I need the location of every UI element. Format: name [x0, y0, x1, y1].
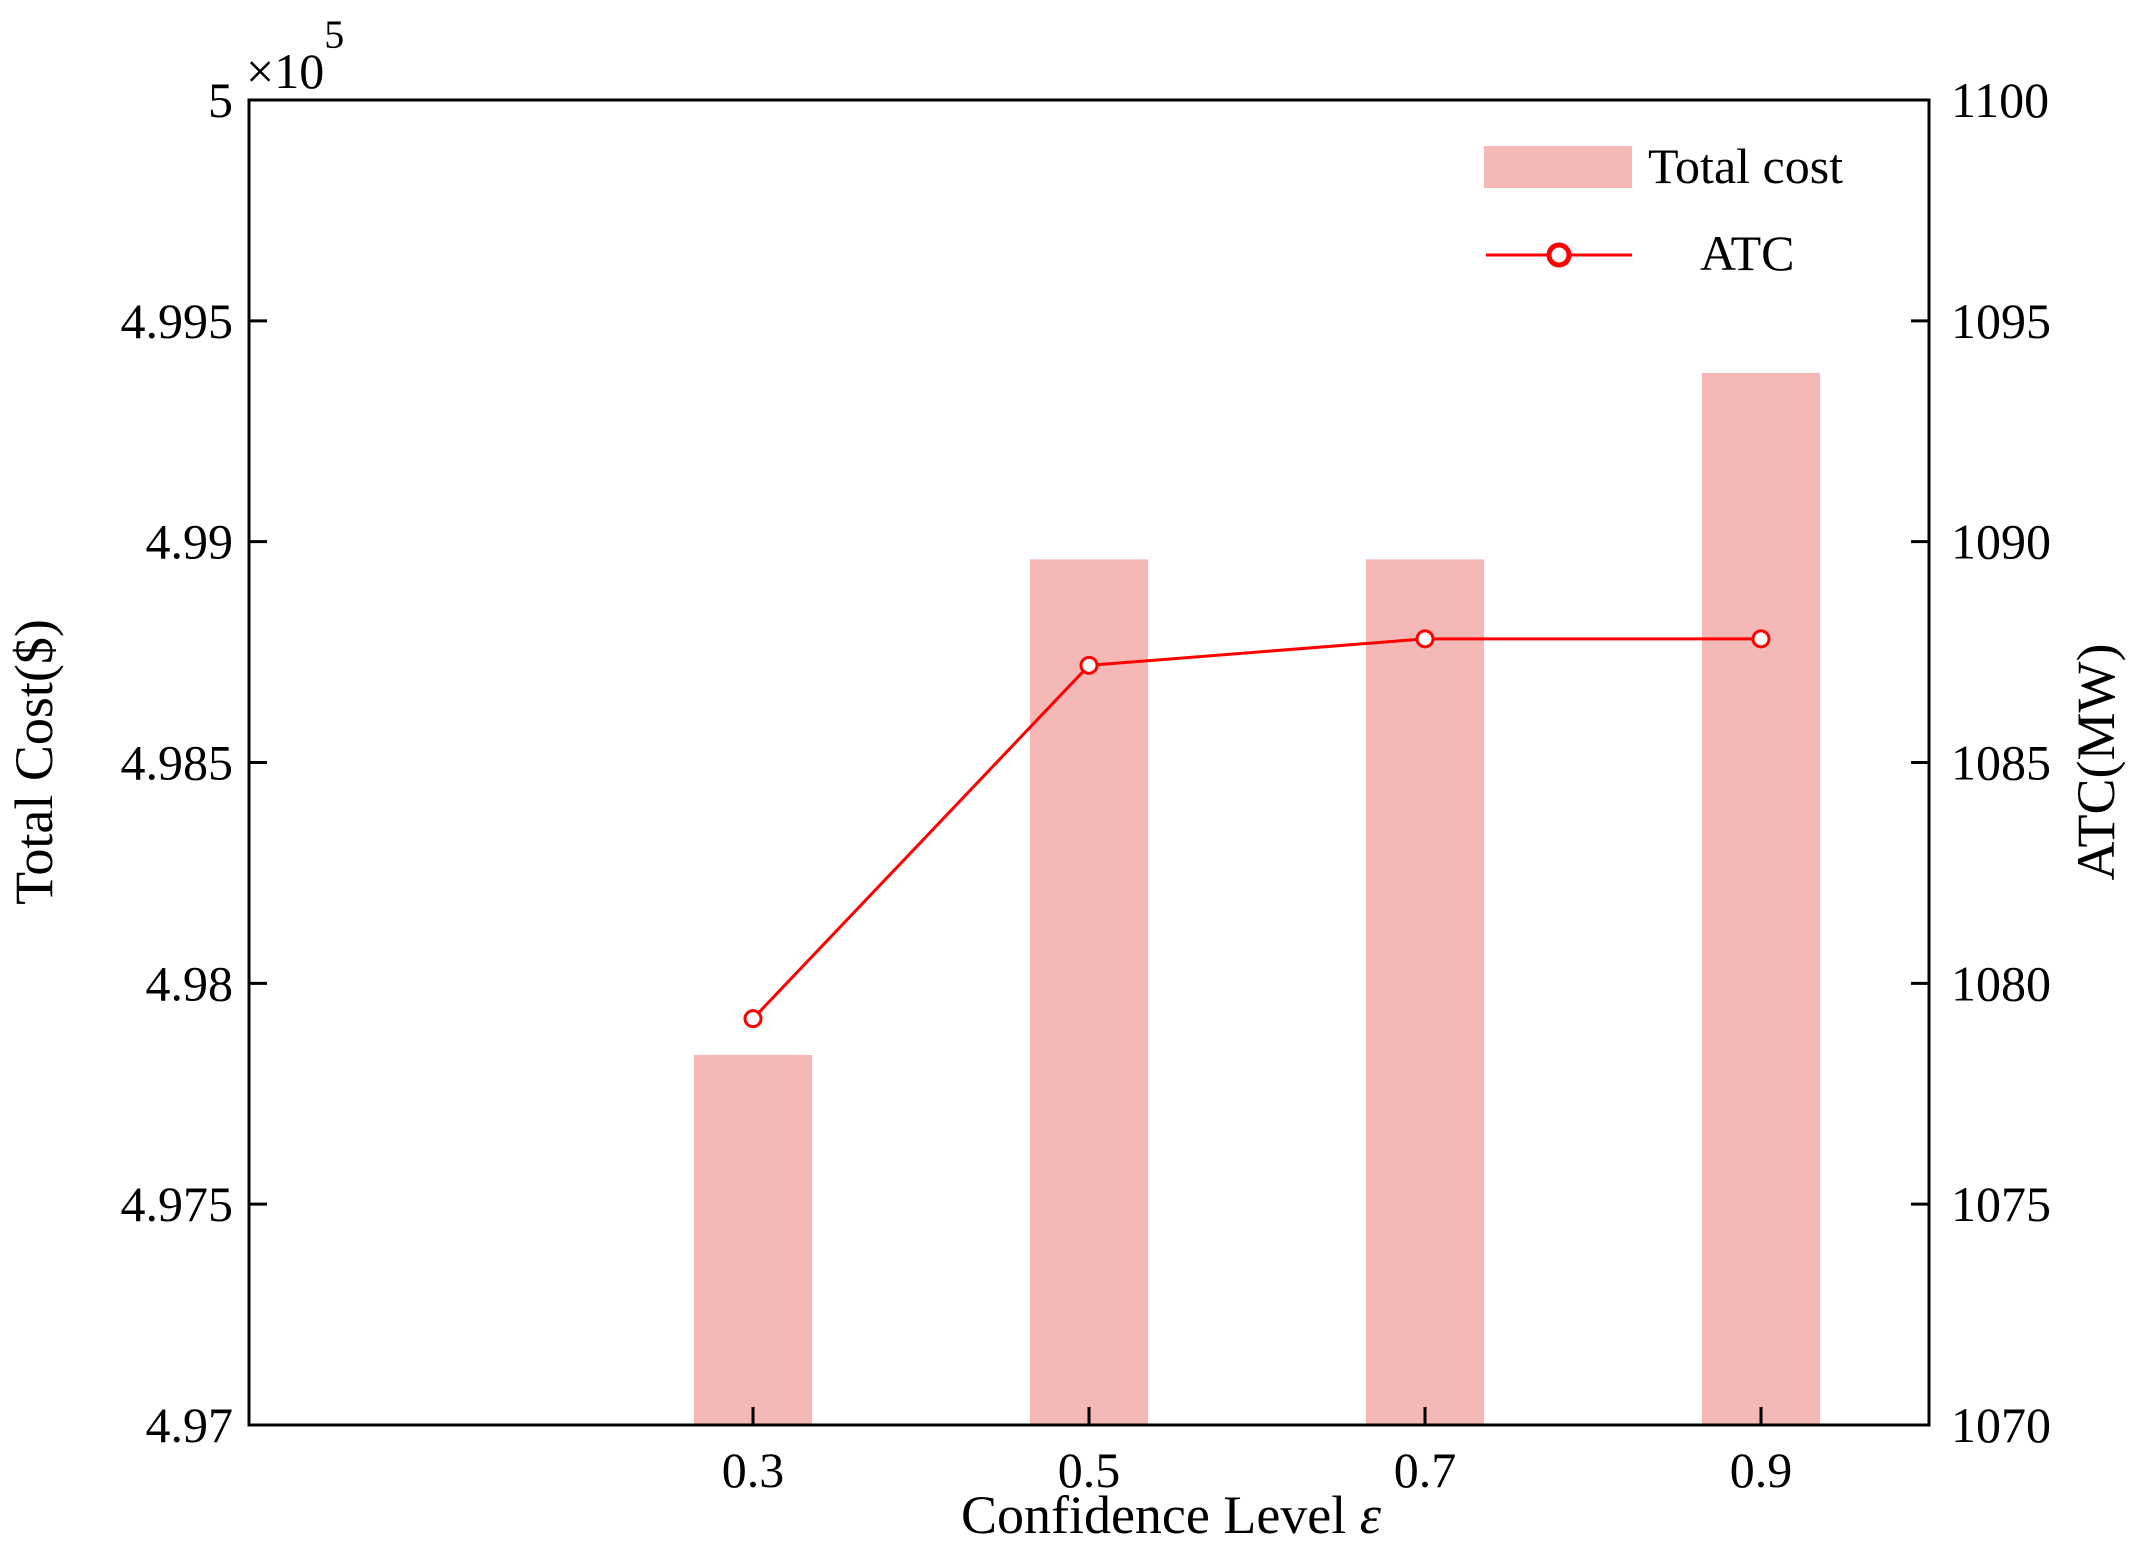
y-left-tick-label-5: 5 [208, 72, 233, 128]
y-left-tick-label-4.97: 4.97 [146, 1397, 234, 1453]
atc-point-0.5 [1079, 655, 1099, 675]
x-tick-label-0.9: 0.9 [1730, 1442, 1793, 1498]
y-left-tick-label-4.99: 4.99 [146, 514, 234, 570]
y-right-tick-label-1085: 1085 [1951, 735, 2051, 791]
y-right-tick-label-1070: 1070 [1951, 1397, 2051, 1453]
legend-label-total-cost: Total cost [1648, 138, 1843, 194]
y-right-axis-title: ATC(MW) [2066, 644, 2126, 881]
x-tick-label-0.3: 0.3 [722, 1442, 785, 1498]
atc-point-0.7 [1415, 629, 1435, 649]
y-left-multiplier-exponent: 5 [324, 12, 344, 57]
y-left-tick-label-4.995: 4.995 [121, 293, 234, 349]
y-right-tick-label-1095: 1095 [1951, 293, 2051, 349]
y-right-tick-label-1075: 1075 [1951, 1176, 2051, 1232]
ticks-layer: 0.3 0.5 0.7 0.9 4.97 4.975 4.98 4.985 4.99 4.995 5… [121, 72, 2052, 1498]
y-left-tick-label-4.975: 4.975 [121, 1176, 234, 1232]
y-left-tick-label-4.98: 4.98 [146, 955, 234, 1011]
y-right-tick-label-1080: 1080 [1951, 955, 2051, 1011]
x-tick-label-0.5: 0.5 [1058, 1442, 1121, 1498]
legend-swatch-total-cost [1484, 146, 1632, 188]
y-left-tick-label-4.985: 4.985 [121, 735, 234, 791]
x-tick-label-0.7: 0.7 [1394, 1442, 1457, 1498]
bar-total-cost-0.5 [1030, 559, 1148, 1425]
y-left-multiplier: ×105 [246, 12, 344, 99]
y-right-tick-label-1090: 1090 [1951, 514, 2051, 570]
bar-total-cost-0.7 [1366, 559, 1484, 1425]
bars-layer [694, 372, 1820, 1426]
legend-marker-atc [1546, 242, 1572, 268]
y-right-tick-label-1100: 1100 [1951, 72, 2049, 128]
line-layer [743, 629, 1771, 1029]
atc-line [751, 637, 1761, 1020]
atc-point-0.3 [743, 1009, 763, 1029]
y-left-axis-title: Total Cost($) [4, 619, 64, 905]
bar-total-cost-0.9 [1702, 372, 1820, 1426]
bar-total-cost-0.3 [694, 1054, 812, 1425]
atc-point-0.9 [1751, 629, 1771, 649]
x-axis-title: Confidence Level ε [961, 1485, 1382, 1545]
legend-label-atc: ATC [1700, 225, 1794, 281]
x-axis-symbol: ε [1360, 1485, 1382, 1545]
legend: Total cost ATC [1484, 138, 1843, 281]
